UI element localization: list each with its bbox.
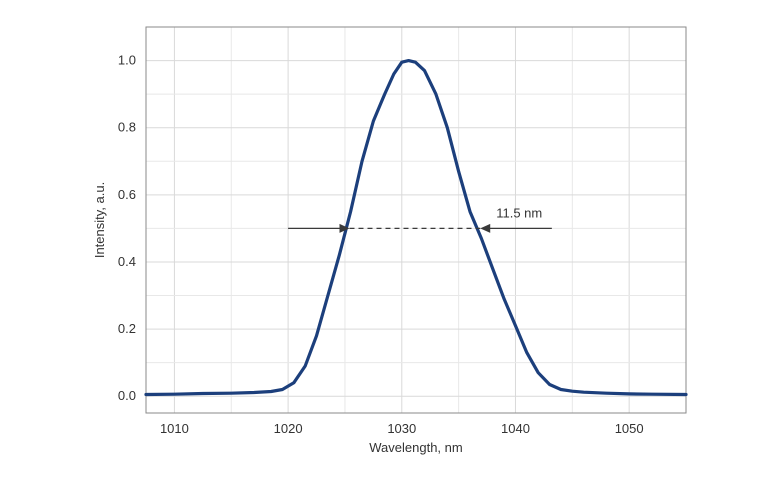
plot-frame: [145, 26, 687, 414]
fwhm-left-arrowhead: [339, 223, 350, 233]
x-tick-label: 1050: [615, 421, 644, 436]
x-tick-label: 1030: [387, 421, 416, 436]
y-tick-label: 0.8: [118, 120, 136, 135]
x-tick-label: 1040: [501, 421, 530, 436]
y-tick-label: 0.4: [118, 254, 136, 269]
x-tick-label: 1020: [274, 421, 303, 436]
y-tick-label: 0.0: [118, 388, 136, 403]
fwhm-right-arrowhead: [480, 223, 491, 233]
spectrum-line: [144, 58, 688, 397]
fwhm-label: 11.5 nm: [496, 205, 542, 220]
y-axis-label: Intensity, a.u.: [92, 182, 107, 258]
annotations: 11.5 nm: [288, 205, 552, 233]
y-tick-label: 0.2: [118, 321, 136, 336]
x-axis-label: Wavelength, nm: [369, 440, 462, 455]
y-tick-label: 0.6: [118, 187, 136, 202]
grid: [146, 27, 687, 413]
series: [144, 58, 688, 397]
x-tick-label: 1010: [160, 421, 189, 436]
axes: 1010 1020 1030 1040 1050 0.0 0.2 0.4 0.6 0.8 1.0: [118, 26, 687, 436]
y-tick-label: 1.0: [118, 53, 136, 68]
